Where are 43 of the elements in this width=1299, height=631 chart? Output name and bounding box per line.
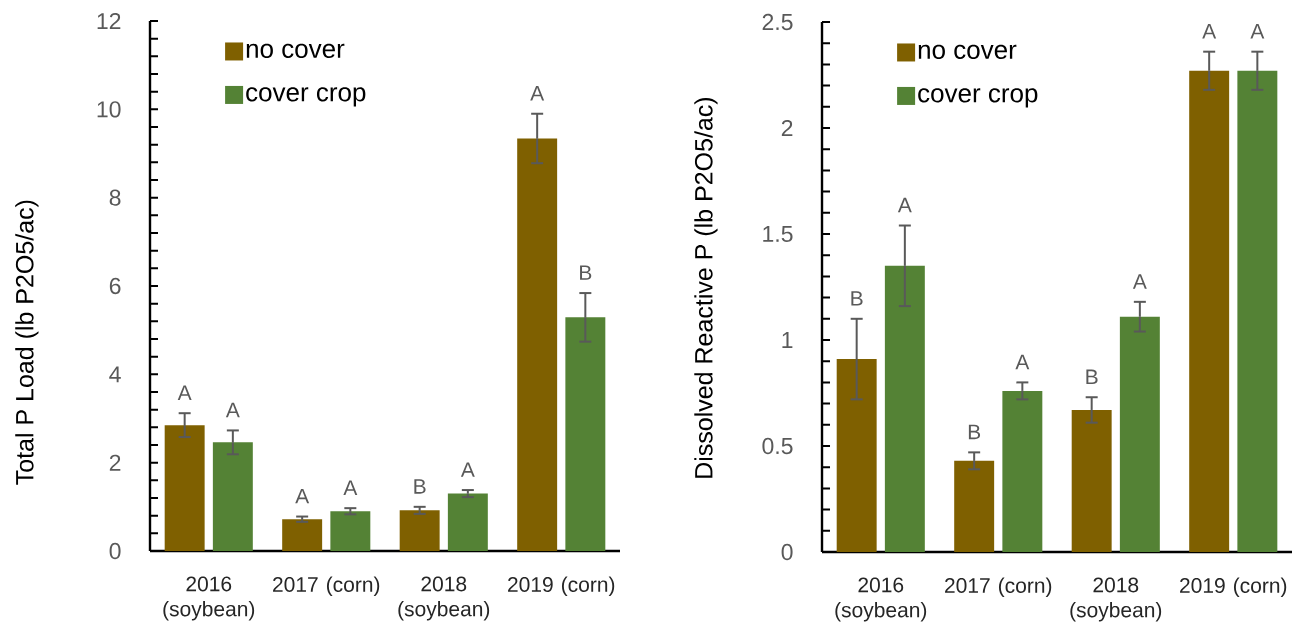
x-tick-label: 2019 (corn): [1180, 577, 1287, 598]
y-tick-label: 4: [109, 366, 121, 383]
x-tick-label: 2016 (soybean): [163, 576, 255, 621]
y-axis-title: Dissolved Reactive P (lb P2O5/ac): [694, 97, 718, 478]
y-tick-label: 0.5: [762, 437, 793, 455]
data-label: A: [460, 462, 475, 477]
data-label: A: [897, 197, 912, 213]
data-label: B: [851, 291, 863, 306]
y-tick-label: 6: [109, 277, 121, 295]
data-label: B: [968, 424, 981, 440]
y-tick-label: 2: [109, 454, 121, 471]
data-label: A: [1015, 354, 1030, 370]
x-tick-label: 2017 (corn): [273, 576, 380, 597]
y-tick-label: 0: [109, 542, 121, 560]
x-tick-label: 2018 (soybean): [1070, 577, 1162, 622]
legend-label: cover crop: [246, 87, 366, 107]
y-tick-label: 8: [109, 189, 121, 206]
y-tick-label: 10: [97, 101, 121, 118]
data-label: A: [1250, 24, 1265, 39]
data-label: B: [414, 479, 426, 494]
legend-label: cover crop: [918, 88, 1038, 108]
data-label: A: [1132, 274, 1147, 289]
legend-label: no cover: [918, 44, 1017, 59]
data-label: A: [295, 488, 310, 504]
data-label: A: [343, 480, 358, 495]
data-label: A: [177, 385, 192, 400]
y-axis-title: Total P Load (lb P2O5/ac): [15, 200, 39, 485]
data-label: A: [530, 86, 545, 101]
legend-label: no cover: [246, 43, 345, 58]
y-tick-label: 1: [782, 332, 793, 348]
x-tick-label: 2016 (soybean): [835, 577, 927, 622]
data-label: B: [580, 265, 592, 280]
data-label: A: [1202, 24, 1217, 39]
data-label: A: [225, 402, 240, 418]
x-tick-label: 2019 (corn): [508, 576, 615, 597]
y-tick-label: 2.5: [762, 13, 793, 31]
data-label: B: [1086, 369, 1098, 385]
x-tick-label: 2017 (corn): [945, 577, 1052, 598]
y-tick-label: 12: [97, 12, 121, 30]
y-tick-label: 0: [781, 543, 793, 561]
y-tick-label: 2: [781, 119, 793, 137]
y-tick-label: 1.5: [763, 225, 793, 243]
x-tick-label: 2018 (soybean): [398, 576, 490, 621]
